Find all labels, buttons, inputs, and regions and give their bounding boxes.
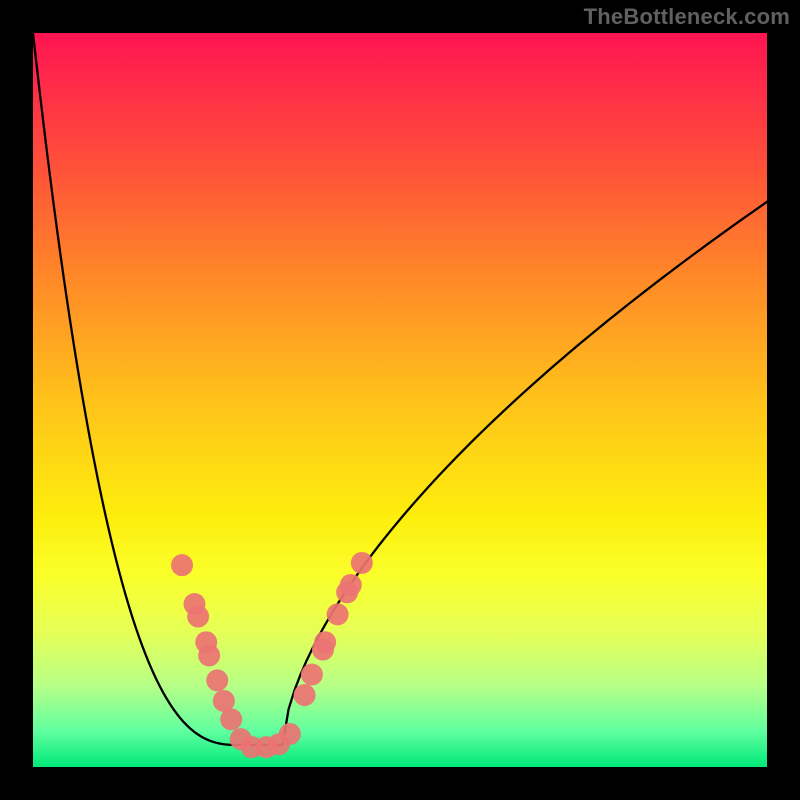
data-point — [198, 644, 220, 666]
plot-area — [33, 33, 767, 767]
data-point — [327, 603, 349, 625]
data-point — [301, 664, 323, 686]
data-point — [171, 554, 193, 576]
data-point — [206, 669, 228, 691]
chart-frame: TheBottleneck.com — [0, 0, 800, 800]
data-point — [314, 631, 336, 653]
data-point — [340, 574, 362, 596]
gradient-background — [33, 33, 767, 767]
data-point — [279, 723, 301, 745]
data-point — [220, 708, 242, 730]
data-point — [294, 684, 316, 706]
chart-svg — [33, 33, 767, 767]
data-point — [187, 606, 209, 628]
data-point — [351, 552, 373, 574]
watermark-text: TheBottleneck.com — [584, 4, 790, 30]
